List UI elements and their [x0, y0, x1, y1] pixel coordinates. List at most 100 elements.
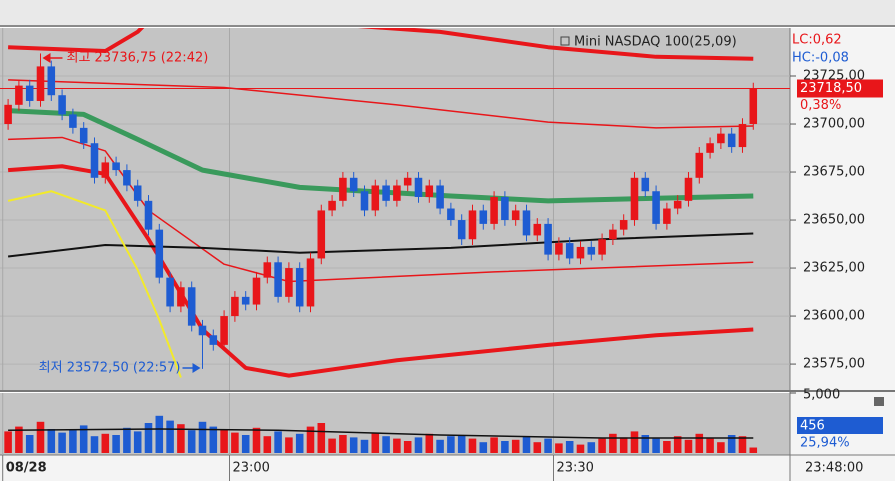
volume-bar: [598, 438, 606, 453]
candle-body: [241, 296, 250, 305]
volume-bar: [479, 442, 488, 453]
candle-body: [414, 177, 423, 197]
candle-body: [144, 200, 153, 230]
annotation-arrowhead: [42, 53, 51, 63]
volume-bar: [187, 430, 196, 453]
volume-bar: [533, 442, 542, 453]
volume-bar: [738, 436, 747, 453]
volume-bar: [209, 426, 218, 453]
volume-bar: [544, 438, 552, 453]
volume-bar: [501, 441, 509, 453]
volume-bar: [317, 423, 326, 453]
candle-body: [468, 210, 477, 240]
volume-bar: [684, 439, 693, 453]
candle-body: [112, 162, 120, 171]
candle-body: [576, 246, 585, 259]
candle-body: [630, 177, 639, 221]
volume-bar: [393, 438, 401, 453]
candle-body: [695, 152, 704, 178]
y-tick-label: 23675,00: [803, 165, 865, 180]
candle-body: [69, 114, 77, 128]
candle-body: [457, 220, 466, 240]
candle-body: [123, 170, 131, 186]
x-tick-label: 23:00: [232, 461, 269, 476]
volume-bar: [457, 435, 466, 453]
candle-body: [317, 210, 326, 259]
volume-plot: [2, 393, 758, 455]
volume-bar: [295, 433, 304, 453]
volume-bar: [285, 437, 293, 453]
volume-bar: [339, 435, 347, 453]
last-price-label: 23718,50: [800, 81, 862, 96]
candle-body: [252, 277, 261, 305]
candle-body: [673, 200, 682, 209]
volume-bar: [36, 421, 45, 453]
candle-body: [349, 177, 358, 192]
volume-bar: [90, 436, 99, 453]
volume-bar: [609, 433, 617, 453]
volume-bar: [749, 447, 758, 453]
volume-bar: [4, 431, 12, 453]
y-tick-label: 23600,00: [803, 309, 865, 324]
volume-bar: [436, 439, 444, 453]
volume-bar: [349, 437, 358, 453]
volume-bar: [641, 435, 650, 453]
checkbox[interactable]: [560, 36, 570, 46]
volume-bar: [576, 444, 585, 453]
candle-body: [90, 143, 99, 178]
volume-bar: [663, 441, 671, 453]
volume-bar: [231, 432, 239, 453]
volume-bar: [144, 423, 153, 453]
low-annotation: 최저 23572,50 (22:57): [39, 361, 181, 376]
volume-bar: [652, 438, 660, 453]
volume-bar: [522, 436, 531, 453]
volume-bar: [101, 433, 110, 453]
volume-bar: [123, 427, 131, 453]
volume-bar: [198, 421, 207, 453]
candle-body: [598, 239, 606, 255]
candle-body: [382, 185, 390, 201]
close-icon[interactable]: [874, 397, 884, 406]
overlay-line: [8, 79, 754, 129]
volume-bar: [177, 424, 185, 453]
candle-body: [749, 88, 758, 125]
candle-body: [490, 196, 498, 224]
candle-body: [727, 133, 736, 148]
change-label: 0,38%: [800, 98, 841, 113]
y-tick-label: 23575,00: [803, 357, 865, 372]
candle-body: [36, 66, 45, 101]
candle-body: [79, 127, 88, 144]
volume-bar: [371, 432, 380, 453]
volume-bar: [112, 435, 120, 453]
hc-label: HC:-0,08: [792, 51, 849, 66]
candle-body: [393, 185, 401, 201]
overlay-line: [8, 136, 754, 283]
candle-body: [306, 258, 315, 307]
candle-body: [501, 196, 509, 221]
y-tick-label: 23625,00: [803, 261, 865, 276]
candle-body: [209, 335, 218, 345]
candle-body: [555, 243, 563, 255]
candle-body: [706, 143, 714, 153]
volume-bar: [79, 425, 88, 453]
lc-label: LC:0,62: [792, 33, 842, 48]
candle-body: [609, 229, 617, 240]
volume-bar: [25, 435, 34, 453]
volume-bar: [511, 439, 520, 453]
candle-body: [738, 124, 747, 148]
candle-body: [652, 191, 660, 224]
y-tick-label: 23650,00: [803, 213, 865, 228]
candle-body: [4, 104, 12, 125]
y-tick-label: 5,000: [803, 388, 840, 403]
price-plot: 최고 23736,75 (22:42) 최저 23572,50 (22:57): [0, 28, 790, 390]
candle-body: [425, 185, 434, 197]
volume-bar: [166, 420, 174, 453]
candle-body: [339, 177, 347, 201]
candle-body: [166, 277, 174, 307]
high-annotation: 최고 23736,75 (22:42): [66, 51, 208, 66]
volume-bar: [414, 437, 423, 453]
candle-body: [220, 316, 228, 345]
volume-bar: [241, 435, 250, 453]
x-tick-label: 08/28: [6, 461, 47, 476]
